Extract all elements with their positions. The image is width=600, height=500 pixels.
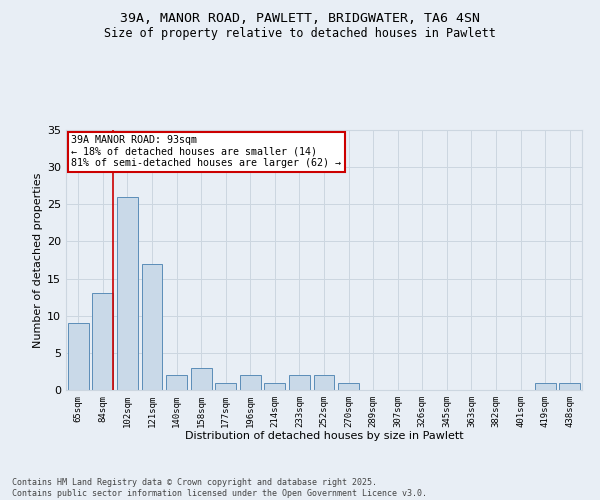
Bar (314, 375, 334, 390)
Bar (535, 382, 556, 390)
Bar (117, 197, 138, 390)
Bar (215, 382, 236, 390)
Text: 39A MANOR ROAD: 93sqm
← 18% of detached houses are smaller (14)
81% of semi-deta: 39A MANOR ROAD: 93sqm ← 18% of detached … (71, 135, 341, 168)
Bar (265, 382, 286, 390)
Bar (68, 323, 89, 390)
Bar (289, 375, 310, 390)
X-axis label: Distribution of detached houses by size in Pawlett: Distribution of detached houses by size … (185, 432, 463, 442)
Bar (240, 375, 261, 390)
Bar (166, 375, 187, 390)
Text: Size of property relative to detached houses in Pawlett: Size of property relative to detached ho… (104, 28, 496, 40)
Bar (191, 368, 212, 390)
Y-axis label: Number of detached properties: Number of detached properties (33, 172, 43, 348)
Bar (142, 264, 163, 390)
Bar (559, 382, 580, 390)
Bar (338, 382, 359, 390)
Text: Contains HM Land Registry data © Crown copyright and database right 2025.
Contai: Contains HM Land Registry data © Crown c… (12, 478, 427, 498)
Bar (92, 294, 113, 390)
Text: 39A, MANOR ROAD, PAWLETT, BRIDGWATER, TA6 4SN: 39A, MANOR ROAD, PAWLETT, BRIDGWATER, TA… (120, 12, 480, 26)
